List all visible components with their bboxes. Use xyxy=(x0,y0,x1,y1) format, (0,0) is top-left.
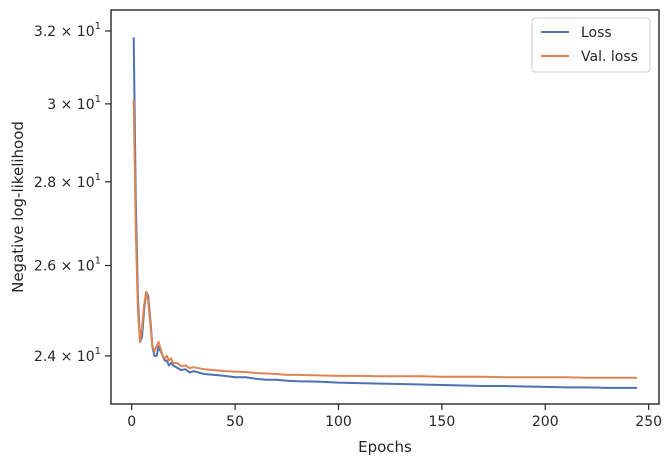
plot-frame xyxy=(110,9,660,405)
y-tick-label: 2.4 × 101 xyxy=(34,346,101,365)
plot-area xyxy=(111,10,659,404)
x-tick-label: 250 xyxy=(635,414,662,430)
y-tick-label: 2.6 × 101 xyxy=(34,256,101,275)
y-tick-label: 3.2 × 101 xyxy=(34,21,101,40)
y-tick-label: 3 × 101 xyxy=(47,94,101,113)
axes-frame xyxy=(110,9,660,405)
x-tick-label: 200 xyxy=(532,414,559,430)
y-axis-title: Negative log-likelihood xyxy=(9,121,27,293)
x-tick-label: 0 xyxy=(127,414,136,430)
plot-background xyxy=(111,10,659,404)
y-tick-label: 2.8 × 101 xyxy=(34,172,101,191)
x-tick-label: 50 xyxy=(226,414,244,430)
x-tick-label: 100 xyxy=(325,414,352,430)
x-axis-title: Epochs xyxy=(358,438,412,456)
x-axis-ticks: 0 50 100 150 200 250 xyxy=(127,404,662,430)
x-tick-label: 150 xyxy=(429,414,456,430)
legend: Loss Val. loss xyxy=(531,17,651,73)
series-layer xyxy=(132,37,638,389)
legend-label: Val. loss xyxy=(581,49,638,65)
legend-label: Loss xyxy=(581,25,612,41)
series-line-val-loss xyxy=(132,99,638,379)
y-axis-ticks: 2.4 × 101 2.6 × 101 2.8 × 101 3 × 101 3.2 × … xyxy=(34,21,111,365)
